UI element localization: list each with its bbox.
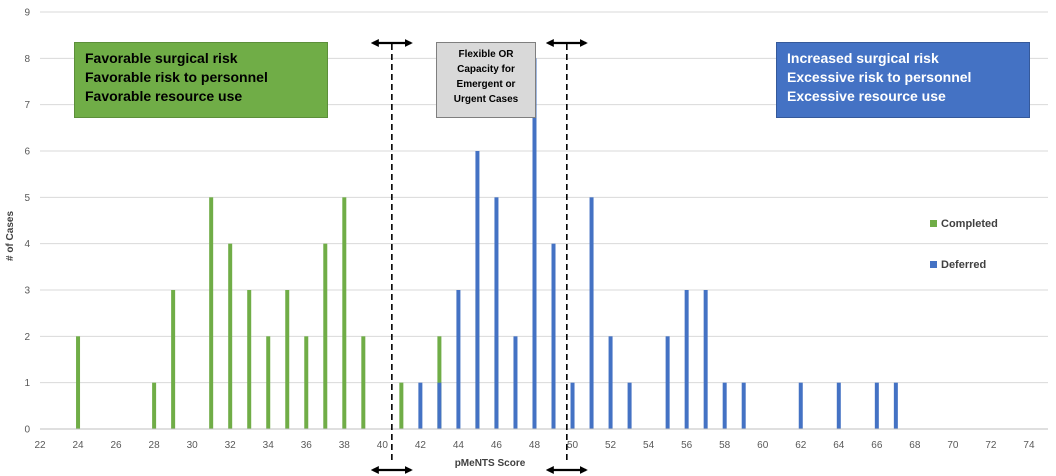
bar-deferred-66: [874, 382, 879, 429]
x-tick-label-38: 38: [339, 440, 351, 451]
x-tick-label-42: 42: [415, 440, 427, 451]
bar-deferred-48: [532, 58, 537, 429]
legend-swatch-deferred: [930, 261, 937, 268]
x-tick-label-34: 34: [263, 440, 275, 451]
x-tick-label-28: 28: [149, 440, 161, 451]
bar-deferred-67: [893, 382, 898, 429]
y-tick-label-5: 5: [24, 193, 30, 204]
x-tick-label-44: 44: [453, 440, 465, 451]
bar-deferred-45: [475, 151, 480, 429]
y-axis-title: # of Cases: [5, 211, 16, 261]
bar-completed-32: [228, 243, 233, 429]
bar-completed-33: [247, 290, 252, 429]
bar-deferred-42: [418, 382, 423, 429]
favorable-risk-box: Favorable surgical risk Favorable risk t…: [74, 42, 328, 118]
bar-deferred-49: [551, 243, 556, 429]
increased-line-3: Excessive resource use: [787, 88, 946, 104]
reference-lines: [370, 39, 588, 474]
x-tick-label-50: 50: [567, 440, 579, 451]
x-tick-label-22: 22: [34, 440, 46, 451]
bar-completed-38: [342, 197, 347, 429]
bar-deferred-55: [665, 336, 670, 429]
x-tick-label-48: 48: [529, 440, 541, 451]
legend-label-deferred: Deferred: [941, 259, 986, 271]
x-tick-label-72: 72: [985, 440, 997, 451]
favorable-line-1: Favorable surgical risk: [85, 50, 238, 66]
legend-label-completed: Completed: [941, 218, 998, 230]
x-tick-label-46: 46: [491, 440, 503, 451]
flexible-line-2: Capacity for: [457, 64, 515, 75]
x-tick-label-68: 68: [909, 440, 921, 451]
y-tick-label-8: 8: [24, 54, 30, 65]
increased-line-2: Excessive risk to personnel: [787, 69, 972, 85]
x-tick-label-66: 66: [871, 440, 883, 451]
bar-deferred-51: [589, 197, 594, 429]
x-tick-label-30: 30: [187, 440, 199, 451]
x-tick-label-58: 58: [719, 440, 731, 451]
x-tick-label-70: 70: [947, 440, 959, 451]
y-tick-label-4: 4: [24, 239, 30, 250]
favorable-line-3: Favorable resource use: [85, 88, 243, 104]
x-tick-label-62: 62: [795, 440, 807, 451]
bar-deferred-46: [494, 197, 499, 429]
bar-deferred-44: [456, 290, 461, 429]
bar-deferred-53: [627, 382, 632, 429]
bar-completed-28: [152, 382, 157, 429]
x-tick-label-64: 64: [833, 440, 845, 451]
bar-deferred-56: [684, 290, 689, 429]
y-tick-label-9: 9: [24, 8, 30, 19]
x-axis-title: pMeNTS Score: [455, 458, 526, 469]
x-tick-label-36: 36: [301, 440, 313, 451]
bar-deferred-43: [437, 382, 442, 429]
y-tick-label-1: 1: [24, 378, 30, 389]
bar-deferred-47: [513, 336, 518, 429]
bars: [76, 58, 898, 429]
x-tick-label-74: 74: [1023, 440, 1035, 451]
bar-deferred-64: [836, 382, 841, 429]
flexible-line-3: Emergent or: [456, 79, 516, 90]
x-tick-label-26: 26: [111, 440, 123, 451]
y-tick-label-2: 2: [24, 332, 30, 343]
bar-deferred-57: [703, 290, 708, 429]
y-tick-label-7: 7: [24, 100, 30, 111]
y-tick-label-3: 3: [24, 286, 30, 297]
bar-completed-35: [285, 290, 290, 429]
increased-risk-box: Increased surgical risk Excessive risk t…: [776, 42, 1030, 118]
bar-completed-31: [209, 197, 214, 429]
bar-deferred-62: [798, 382, 803, 429]
x-tick-label-24: 24: [72, 440, 84, 451]
favorable-line-2: Favorable risk to personnel: [85, 69, 268, 85]
y-tick-label-0: 0: [24, 425, 30, 436]
bar-deferred-58: [722, 382, 727, 429]
bar-deferred-52: [608, 336, 613, 429]
bar-completed-34: [266, 336, 271, 429]
bar-completed-29: [171, 290, 176, 429]
legend: Completed Deferred: [930, 218, 998, 271]
bar-completed-41: [399, 382, 404, 429]
x-tick-label-32: 32: [225, 440, 237, 451]
bar-completed-24: [76, 336, 81, 429]
flexible-line-1: Flexible OR: [458, 49, 514, 60]
flexible-capacity-box: Flexible OR Capacity for Emergent or Urg…: [436, 42, 536, 118]
x-tick-label-52: 52: [605, 440, 617, 451]
legend-swatch-completed: [930, 220, 937, 227]
x-tick-label-56: 56: [681, 440, 693, 451]
x-tick-label-54: 54: [643, 440, 655, 451]
y-tick-label-6: 6: [24, 147, 30, 158]
bar-completed-39: [361, 336, 366, 429]
bar-deferred-50: [570, 382, 575, 429]
x-tick-label-40: 40: [377, 440, 389, 451]
flexible-line-4: Urgent Cases: [453, 94, 519, 105]
increased-line-1: Increased surgical risk: [787, 50, 939, 66]
bar-deferred-59: [741, 382, 746, 429]
x-tick-label-60: 60: [757, 440, 769, 451]
bar-completed-36: [304, 336, 309, 429]
bar-completed-37: [323, 243, 328, 429]
